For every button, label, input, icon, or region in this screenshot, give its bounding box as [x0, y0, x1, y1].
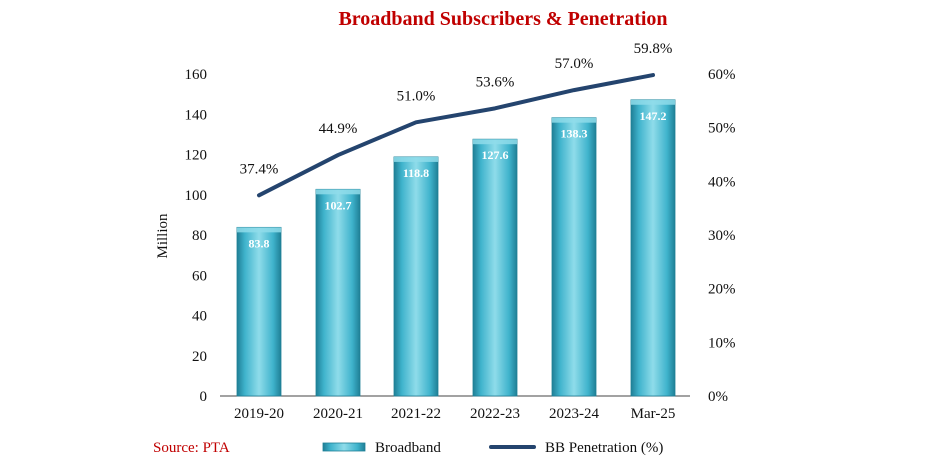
category-label: 2019-20 [234, 406, 284, 422]
left-axis-ticks: 0 20 40 60 80 100 120 140 160 [185, 67, 208, 405]
left-tick-label: 20 [192, 349, 207, 365]
line-point [337, 154, 339, 156]
bar-broadband [236, 226, 282, 397]
line-point [573, 89, 575, 91]
line-penetration [257, 73, 655, 198]
bar-top-bevel [552, 117, 596, 123]
bar-data-label: 147.2 [640, 109, 667, 123]
left-tick-label: 0 [200, 389, 208, 405]
bar-top-bevel [394, 156, 438, 162]
right-tick-label: 30% [708, 228, 736, 244]
legend-swatch-broadband [322, 442, 366, 452]
right-tick-label: 40% [708, 174, 736, 190]
left-tick-label: 60 [192, 268, 207, 284]
category-labels: 2019-20 2020-21 2021-22 2022-23 2023-24 Mar-2… [234, 406, 675, 422]
bar-data-label: 102.7 [325, 198, 352, 212]
bar-data-label: 83.8 [249, 236, 270, 250]
bar-broadband [472, 138, 518, 397]
legend-label-penetration: BB Penetration (%) [545, 440, 663, 456]
category-label: 2021-22 [391, 406, 441, 422]
bar-data-label: 127.6 [482, 148, 509, 162]
bar-top-bevel [237, 227, 281, 233]
line-data-label: 37.4% [240, 161, 279, 177]
bar-top-bevel [316, 189, 360, 195]
line-point [258, 194, 260, 196]
line-data-label: 59.8% [634, 41, 673, 57]
source-note: Source: PTA [153, 440, 230, 456]
right-axis-ticks: 0% 10% 20% 30% 40% 50% 60% [708, 67, 736, 405]
category-label: 2022-23 [470, 406, 520, 422]
left-tick-label: 160 [185, 67, 208, 83]
bar-top-bevel [473, 139, 517, 145]
category-label: Mar-25 [631, 406, 676, 422]
right-tick-label: 60% [708, 67, 736, 83]
bar-top-bevel [631, 99, 675, 105]
category-label: 2020-21 [313, 406, 363, 422]
left-tick-label: 40 [192, 309, 207, 325]
line-series: 37.4% 44.9% 51.0% 53.6% 57.0% 59.8% [240, 41, 673, 198]
line-point [494, 107, 496, 109]
right-tick-label: 20% [708, 282, 736, 298]
legend: Broadband BB Penetration (%) [322, 440, 663, 456]
chart-title: Broadband Subscribers & Penetration [338, 8, 667, 30]
line-data-label: 44.9% [319, 121, 358, 137]
bar-broadband [315, 188, 361, 397]
bar-broadband [393, 156, 439, 397]
bar-data-label: 138.3 [561, 127, 588, 141]
line-data-label: 51.0% [397, 88, 436, 104]
category-label: 2023-24 [549, 406, 599, 422]
bar-broadband [630, 99, 676, 397]
left-tick-label: 80 [192, 228, 207, 244]
line-point [652, 74, 654, 76]
line-data-label: 53.6% [476, 74, 515, 90]
left-tick-label: 120 [185, 148, 208, 164]
right-tick-label: 10% [708, 335, 736, 351]
right-tick-label: 0% [708, 389, 728, 405]
bar-series: 83.8 102.7 118.8 127.6 138.3 147.2 [236, 99, 676, 397]
bar-broadband [551, 117, 597, 397]
left-tick-label: 140 [185, 107, 208, 123]
right-tick-label: 50% [708, 121, 736, 137]
y-axis-label: Million [155, 213, 171, 259]
line-data-label: 57.0% [555, 56, 594, 72]
legend-label-broadband: Broadband [375, 440, 441, 456]
line-point [415, 121, 417, 123]
left-tick-label: 100 [185, 188, 208, 204]
bar-data-label: 118.8 [403, 166, 429, 180]
